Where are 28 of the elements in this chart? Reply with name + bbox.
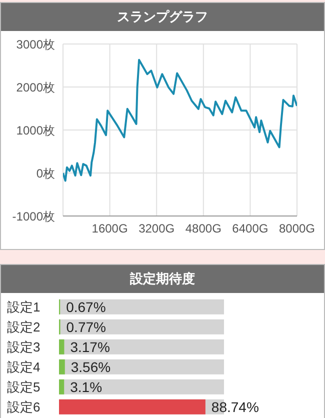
data-label: 88.74% (211, 398, 259, 415)
y-tick-label: 設定5 (7, 380, 40, 395)
x-tick-label: 4800G (185, 222, 222, 236)
y-tick-label: 0枚 (36, 166, 55, 180)
line-series (63, 58, 297, 182)
y-tick-label: 設定1 (7, 300, 40, 315)
bar (59, 379, 64, 394)
chart-title: 設定期待度 (1, 265, 324, 293)
data-label: 3.56% (70, 358, 111, 375)
bar (59, 339, 64, 354)
x-tick-label: 6400G (232, 222, 268, 236)
chart-title: スランプグラフ (1, 3, 324, 31)
x-tick-label: 8000G (278, 222, 316, 236)
y-tick-label: 設定6 (7, 400, 40, 415)
data-label: 3.1% (70, 378, 102, 395)
data-label: 3.17% (70, 338, 110, 355)
bar (59, 359, 65, 374)
y-tick-label: 2000枚 (16, 80, 55, 94)
y-tick-label: 設定3 (7, 340, 40, 355)
x-tick-label: 3200G (138, 222, 175, 236)
data-label: 0.77% (66, 318, 106, 335)
y-tick-label: -1000枚 (12, 209, 55, 224)
y-tick-label: 設定4 (7, 360, 40, 375)
x-tick-label: 1600G (92, 222, 128, 236)
y-tick-label: 1000枚 (16, 123, 55, 138)
y-tick-label: 3000枚 (16, 37, 55, 52)
y-tick-label: 設定2 (7, 320, 40, 335)
data-label: 0.67% (66, 298, 106, 315)
